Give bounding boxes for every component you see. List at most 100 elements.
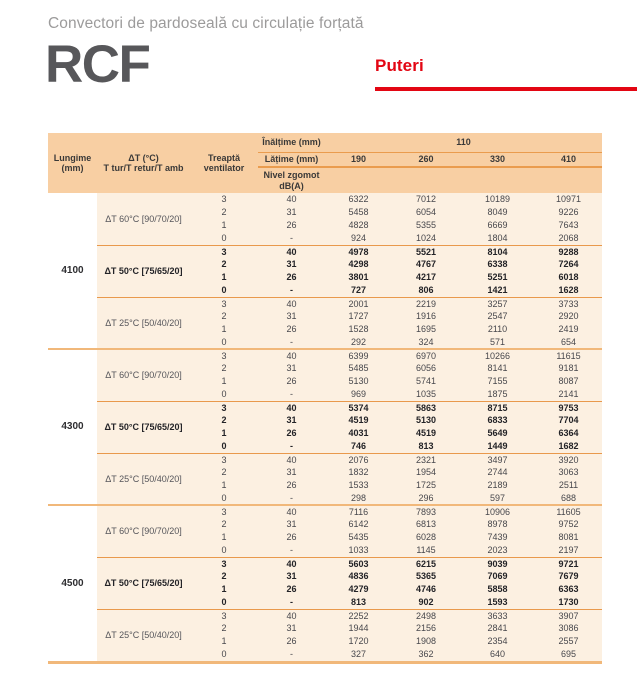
noise-level-cell: - <box>258 492 325 505</box>
power-row: 2 31 1727 1916 2547 2920 <box>48 310 603 323</box>
power-value-cell: 4767 <box>392 258 460 271</box>
power-value-cell: 5741 <box>392 375 460 388</box>
power-value-cell: 1727 <box>325 310 392 323</box>
power-row: ΔT 25°C [50/40/20] 3 40 2252 2498 3633 3907 <box>48 608 603 661</box>
col-header-treapta: Treaptă ventilator <box>190 133 258 193</box>
power-value-cell: 1033 <box>325 544 392 557</box>
power-row: 2 31 5485 6056 8141 9181 <box>48 362 603 375</box>
noise-level-cell: 40 <box>258 452 325 466</box>
power-value-cell: 806 <box>392 284 460 297</box>
fan-step-cell: 3 <box>190 504 258 518</box>
section-title: Puteri <box>375 56 424 75</box>
power-value-cell: 7893 <box>392 504 460 518</box>
power-value-cell: 2744 <box>460 466 535 479</box>
fan-step-cell: 0 <box>190 336 258 349</box>
power-value-cell: 6215 <box>392 556 460 570</box>
power-value-cell: 9753 <box>535 400 603 414</box>
noise-level-cell: 40 <box>258 608 325 622</box>
header-row-width: Lățime (mm) 190 260 330 410 <box>48 152 603 168</box>
power-value-cell: 298 <box>325 492 392 505</box>
fan-step-cell: 2 <box>190 206 258 219</box>
power-value-cell: 3920 <box>535 452 603 466</box>
power-value-cell: 1944 <box>325 622 392 635</box>
dt-label-cell: ΔT 60°C [90/70/20] <box>97 193 190 245</box>
section-underline <box>375 87 637 91</box>
power-value-cell: 11615 <box>535 348 603 362</box>
fan-step-cell: 3 <box>190 296 258 310</box>
power-value-cell: 813 <box>325 596 392 609</box>
power-value-cell: 6028 <box>392 531 460 544</box>
fan-step-cell: 2 <box>190 258 258 271</box>
col-header-treapta-line2: ventilator <box>203 163 245 173</box>
power-value-cell: 4978 <box>325 244 392 258</box>
header-empty-cell <box>325 167 392 193</box>
power-value-cell: 2841 <box>460 622 535 635</box>
fan-step-cell: 0 <box>190 284 258 297</box>
power-value-cell: 902 <box>392 596 460 609</box>
power-row: ΔT 50°C [75/65/20] 3 40 5374 5863 8715 9753 <box>48 400 603 453</box>
power-value-cell: 640 <box>460 648 535 661</box>
noise-level-cell: 31 <box>258 206 325 219</box>
power-value-cell: 2189 <box>460 479 535 492</box>
noise-level-cell: - <box>258 388 325 401</box>
power-value-cell: 8141 <box>460 362 535 375</box>
power-value-cell: 3086 <box>535 622 603 635</box>
fan-step-cell: 2 <box>190 310 258 323</box>
power-row: 0-813 902 1593 1730 <box>48 596 603 609</box>
fan-step-cell: 1 <box>190 583 258 596</box>
power-value-cell: 6970 <box>392 348 460 362</box>
power-value-cell: 1628 <box>535 284 603 297</box>
power-value-cell: 2511 <box>535 479 603 492</box>
power-value-cell: 296 <box>392 492 460 505</box>
fan-step-cell: 3 <box>190 556 258 570</box>
noise-level-cell: 26 <box>258 427 325 440</box>
power-row: ΔT 50°C [75/65/20] 3 40 4978 5521 8104 9288 <box>48 244 603 297</box>
fan-step-cell: 3 <box>190 608 258 622</box>
power-value-cell: 5458 <box>325 206 392 219</box>
power-row: 2 31 1944 2156 2841 3086 <box>48 622 603 635</box>
header-empty-cell <box>392 167 460 193</box>
length-cell: 4500 <box>48 504 97 661</box>
power-value-cell: 9752 <box>535 518 603 531</box>
power-row: 1 26 5130 5741 7155 8087 <box>48 375 603 388</box>
fan-step-cell: 1 <box>190 219 258 232</box>
power-value-cell: 3633 <box>460 608 535 622</box>
length-cell: 4100 <box>48 193 97 349</box>
power-value-cell: 2920 <box>535 310 603 323</box>
fan-step-cell: 1 <box>190 271 258 284</box>
power-value-cell: 5251 <box>460 271 535 284</box>
power-value-cell: 8715 <box>460 400 535 414</box>
power-value-cell: 1695 <box>392 323 460 336</box>
fan-step-cell: 1 <box>190 479 258 492</box>
col-header-lungime-line1: Lungime <box>53 152 92 163</box>
power-value-cell: 7704 <box>535 414 603 427</box>
fan-step-cell: 2 <box>190 362 258 375</box>
power-value-cell: 6054 <box>392 206 460 219</box>
fan-step-cell: 3 <box>190 400 258 414</box>
power-value-cell: 695 <box>535 648 603 661</box>
power-value-cell: 4519 <box>325 414 392 427</box>
power-value-cell: 2219 <box>392 296 460 310</box>
product-code: RCF <box>45 35 151 94</box>
noise-level-cell: 40 <box>258 556 325 570</box>
power-value-cell: 571 <box>460 336 535 349</box>
noise-level-cell: 31 <box>258 518 325 531</box>
power-value-cell: 10266 <box>460 348 535 362</box>
header-width-190: 190 <box>325 152 392 168</box>
power-table-wrapper: Lungime (mm) ΔT (°C) T tur/T retur/T amb… <box>48 133 603 664</box>
noise-level-cell: - <box>258 232 325 245</box>
dt-label-cell: ΔT 50°C [75/65/20] <box>97 244 190 297</box>
fan-step-cell: 0 <box>190 648 258 661</box>
power-value-cell: 4746 <box>392 583 460 596</box>
power-value-cell: 4298 <box>325 258 392 271</box>
power-row: 0-292 324 571 654 <box>48 336 603 349</box>
fan-step-cell: 2 <box>190 466 258 479</box>
power-value-cell: 7069 <box>460 570 535 583</box>
noise-level-cell: - <box>258 440 325 453</box>
power-value-cell: 2557 <box>535 635 603 648</box>
noise-level-cell: 26 <box>258 375 325 388</box>
power-value-cell: 362 <box>392 648 460 661</box>
power-value-cell: 1682 <box>535 440 603 453</box>
power-table-header: Lungime (mm) ΔT (°C) T tur/T retur/T amb… <box>48 133 603 193</box>
